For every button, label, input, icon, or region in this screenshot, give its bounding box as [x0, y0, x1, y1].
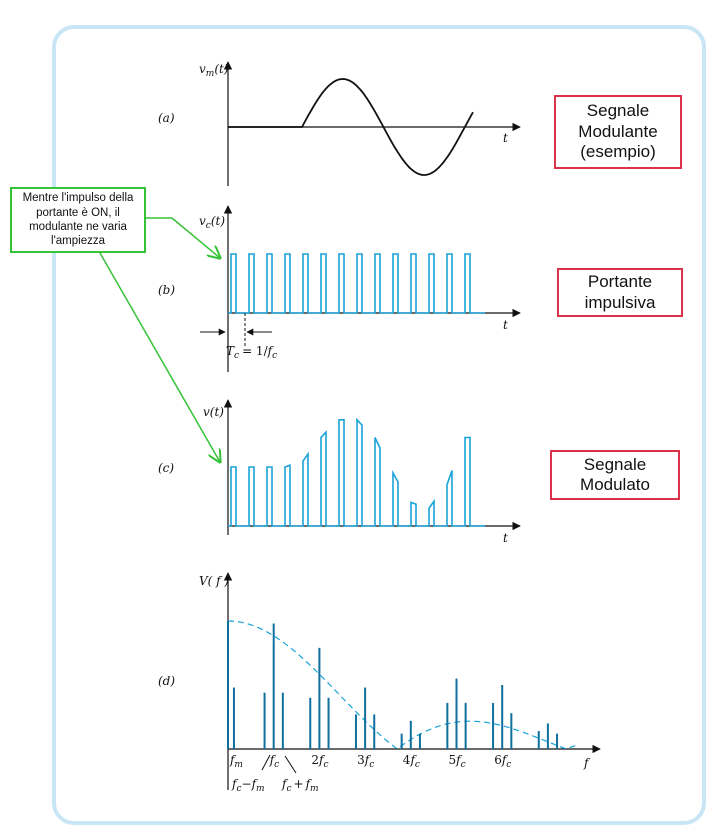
label-box-modulating-line-2: Modulante	[578, 121, 658, 141]
panel-a-xlabel: t	[503, 131, 508, 145]
label-box-modulated-line-1: Segnale	[583, 454, 647, 474]
spectrum-tick-label: 4fc	[403, 753, 420, 770]
spectrum-tick-label: fm	[229, 753, 243, 770]
spectrum-tick-label: 6fc	[494, 753, 511, 770]
annotation-note: Mentre l'impulso della portante è ON, il…	[10, 187, 146, 253]
label-box-modulating: Segnale Modulante (esempio)	[554, 95, 682, 169]
panel-d-xlabel: f	[583, 756, 591, 770]
figure-frame	[52, 25, 706, 825]
label-box-modulated: Segnale Modulato	[550, 450, 680, 500]
note-arrow-to-carrier	[145, 217, 220, 258]
panel-c-ylabel: v(t)	[203, 405, 224, 419]
lower-sideband-pointer	[261, 754, 271, 771]
spectrum-tick-label: 5fc	[449, 753, 466, 770]
spectrum-tick-labels: fm fc 2fc 3fc 4fc 5fc 6fc	[229, 753, 511, 770]
panel-b-ylabel: vc(t)	[199, 214, 225, 231]
upper-sideband-pointer	[284, 755, 297, 774]
lower-sideband-label: fc−fm	[231, 777, 265, 794]
panel-b: vc(t) (b) t Tc = 1/fc	[158, 205, 521, 372]
label-box-modulated-line-2: Modulato	[580, 475, 650, 494]
label-box-carrier: Portante impulsiva	[557, 268, 683, 317]
pulse-carrier-train	[228, 253, 485, 314]
panel-c: v(t) (c) t	[158, 399, 521, 545]
modulated-pulse-train	[228, 417, 485, 527]
panel-b-tag: (b)	[158, 283, 175, 297]
panel-d-ylabel: V( f )	[199, 574, 229, 588]
label-box-modulating-line-3: (esempio)	[580, 142, 656, 162]
modulated-pulses	[228, 417, 485, 527]
panel-c-tag: (c)	[158, 461, 174, 475]
upper-sideband-label: fc + fm	[281, 777, 319, 794]
panel-a-tag: (a)	[158, 111, 175, 125]
panel-a-ylabel: vm(t)	[199, 62, 229, 79]
panel-a: vm(t) (a) t	[158, 61, 521, 186]
label-box-carrier-line-2: impulsiva	[584, 292, 656, 312]
label-box-modulating-line-1: Segnale	[586, 101, 650, 121]
spectrum-tick-label: 3fc	[357, 753, 374, 770]
spectrum-tick-label: fc	[269, 753, 280, 770]
note-arrow-to-modulated	[99, 252, 220, 462]
label-box-carrier-line-1: Portante	[587, 272, 653, 292]
spectrum-tick-label: 2fc	[311, 753, 328, 770]
panel-d-tag: (d)	[158, 674, 175, 688]
panel-b-xlabel: t	[503, 318, 508, 332]
spectral-lines	[227, 621, 559, 749]
period-label: Tc = 1/fc	[226, 344, 277, 361]
panel-d: fm fc 2fc 3fc 4fc 5fc 6fc fc−fm fc + fm V( f ) (…	[158, 572, 601, 794]
sinc-envelope	[228, 620, 576, 750]
panel-c-xlabel: t	[503, 531, 508, 545]
modulating-signal-curve	[228, 78, 474, 176]
